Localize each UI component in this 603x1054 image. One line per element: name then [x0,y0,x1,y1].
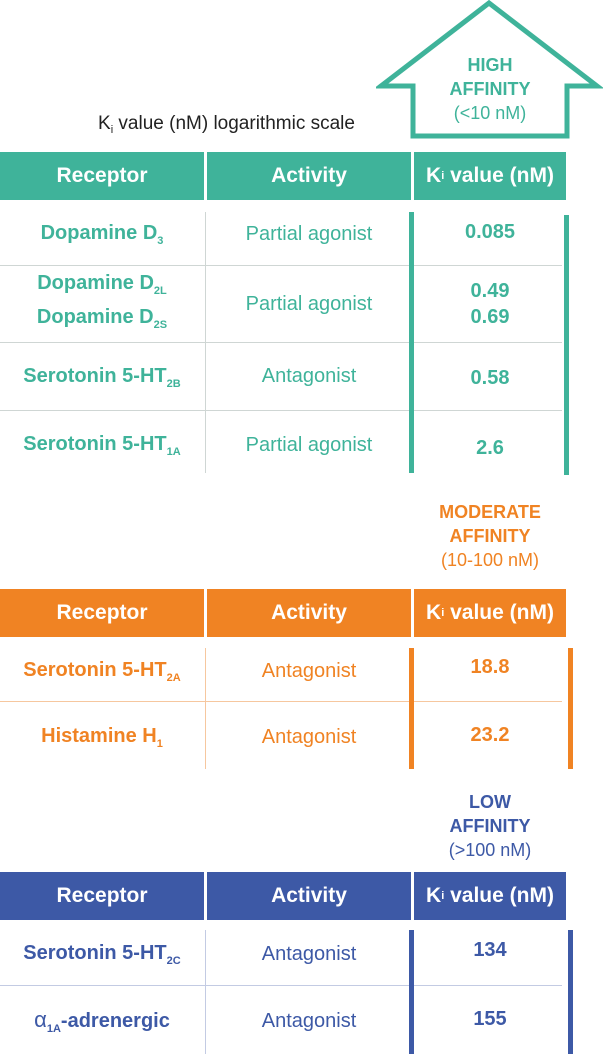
moderate-affinity-label: MODERATE AFFINITY (10-100 nM) [405,500,575,572]
table-row-ki: 23.2 [470,723,510,746]
table-row-ki: 155 [473,1007,507,1030]
low-header-receptor: Receptor [0,872,204,920]
table-row-receptor: Dopamine D2L Dopamine D2S [36,272,168,331]
column-divider [205,930,206,1054]
high-affinity-label: HIGH AFFINITY (<10 nM) [420,53,560,125]
moderate-affinity-title-1: MODERATE [439,502,541,522]
scale-label: Ki value (nM) logarithmic scale [98,113,355,136]
moderate-affinity-title-2: AFFINITY [449,526,531,546]
row-divider [0,985,562,986]
table-row-receptor: Dopamine D3 [40,221,164,247]
table-row-activity: Antagonist [261,1009,357,1032]
high-ki-bar-left [409,212,414,473]
table-row-receptor: Serotonin 5-HT1A [23,432,181,458]
low-header-activity: Activity [207,872,411,920]
table-row-activity: Antagonist [261,942,357,965]
column-divider [205,648,206,769]
moderate-ki-bar-right [568,648,573,769]
moderate-header-activity: Activity [207,589,411,637]
high-affinity-title-2: AFFINITY [449,79,531,99]
row-divider [0,410,562,411]
table-row-ki: 0.49 0.69 [470,280,510,328]
moderate-header-receptor: Receptor [0,589,204,637]
table-row-receptor: Histamine H1 [41,724,163,750]
high-ki-bar-right [564,215,569,475]
table-row-activity: Partial agonist [245,433,373,456]
table-row-ki: 0.58 [470,366,510,389]
row-divider [0,342,562,343]
table-row-ki: 0.085 [464,220,516,243]
low-affinity-range: (>100 nM) [448,840,532,860]
row-divider [0,265,562,266]
low-affinity-title-2: AFFINITY [449,816,531,836]
table-row-activity: Partial agonist [245,222,373,245]
table-row-activity: Partial agonist [245,292,373,315]
moderate-affinity-range: (10-100 nM) [440,550,540,570]
table-row-receptor: Serotonin 5-HT2A [23,658,181,684]
table-row-activity: Antagonist [261,364,357,387]
table-row-activity: Antagonist [261,659,357,682]
table-row-ki: 134 [473,938,507,961]
low-affinity-title-1: LOW [469,792,511,812]
column-divider [205,212,206,473]
table-row-receptor: Serotonin 5-HT2B [23,364,181,390]
row-divider [0,701,562,702]
table-row-receptor: Serotonin 5-HT2C [23,941,181,967]
low-ki-bar-left [409,930,414,1054]
low-ki-bar-right [568,930,573,1054]
high-header-receptor: Receptor [0,152,204,200]
table-row-ki: 18.8 [470,655,510,678]
table-row-ki: 2.6 [476,436,504,459]
high-affinity-title-1: HIGH [467,55,513,75]
moderate-ki-bar-left [409,648,414,769]
low-affinity-label: LOW AFFINITY (>100 nM) [420,790,560,862]
table-row-activity: Antagonist [261,725,357,748]
high-affinity-arrow-icon [376,0,603,139]
table-row-receptor: α1A-adrenergic [34,1007,170,1035]
high-header-activity: Activity [207,152,411,200]
high-affinity-range: (<10 nM) [453,103,527,123]
